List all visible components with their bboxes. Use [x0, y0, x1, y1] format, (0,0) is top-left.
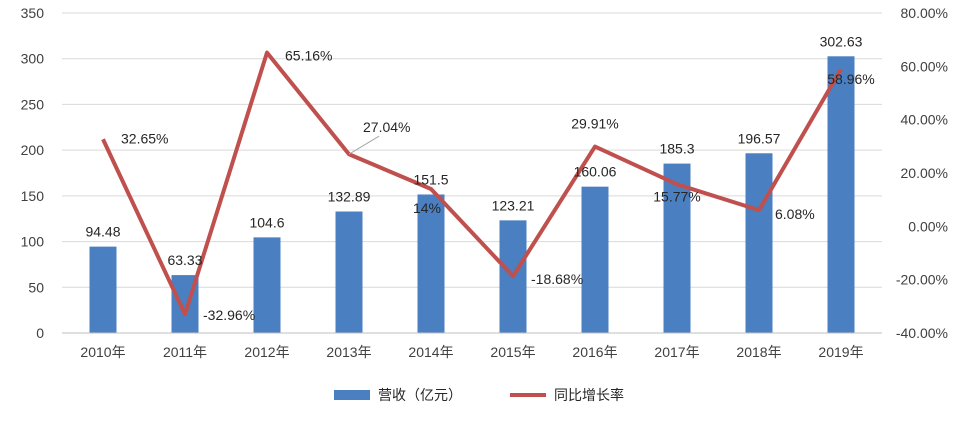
- legend-swatch-revenue: [334, 390, 370, 400]
- x-tick-label: 2018年: [736, 344, 781, 360]
- x-tick-label: 2012年: [244, 344, 289, 360]
- bar-revenue: [253, 237, 281, 333]
- bar-data-label: 104.6: [249, 214, 284, 230]
- bar-revenue: [581, 186, 609, 333]
- y-left-tick-label: 200: [21, 142, 45, 158]
- bar-data-label: 63.33: [167, 252, 202, 268]
- x-tick-label: 2014年: [408, 344, 453, 360]
- line-data-label: 14%: [413, 200, 441, 216]
- bar-data-label: 302.63: [820, 33, 863, 49]
- y-right-tick-label: 40.00%: [901, 112, 948, 128]
- x-tick-label: 2016年: [572, 344, 617, 360]
- bar-data-label: 94.48: [85, 224, 120, 240]
- legend-label-revenue: 营收（亿元）: [378, 387, 462, 403]
- bar-data-label: 151.5: [413, 171, 448, 187]
- growth-rate-line: [101, 50, 843, 317]
- x-tick-label: 2019年: [818, 344, 863, 360]
- y-left-tick-label: 300: [21, 51, 45, 67]
- line-data-label: 27.04%: [363, 119, 410, 135]
- line-data-label: -32.96%: [203, 307, 255, 323]
- line-data-label: 6.08%: [775, 206, 815, 222]
- bar-data-label: 160.06: [574, 164, 617, 180]
- y-right-tick-label: 80.00%: [901, 5, 948, 21]
- y-left-tick-label: 350: [21, 5, 45, 21]
- y-right-tick-label: 0.00%: [908, 218, 948, 234]
- bar-revenue: [417, 194, 445, 333]
- bar-revenue: [89, 246, 117, 333]
- x-tick-label: 2011年: [163, 344, 207, 360]
- x-tick-label: 2015年: [490, 344, 535, 360]
- bar-revenue: [827, 56, 855, 333]
- line-data-label: 15.77%: [653, 188, 700, 204]
- y-right-tick-label: -20.00%: [896, 272, 948, 288]
- y-right-tick-label: -40.00%: [896, 325, 948, 341]
- bar-revenue: [335, 211, 363, 333]
- line-data-label: 65.16%: [285, 48, 332, 64]
- line-data-label: 32.65%: [121, 130, 168, 146]
- bar-data-label: 132.89: [328, 189, 371, 205]
- y-left-tick-label: 0: [36, 325, 44, 341]
- y-left-tick-label: 250: [21, 96, 45, 112]
- bar-data-label: 185.3: [659, 141, 694, 157]
- line-data-label: 58.96%: [827, 71, 874, 87]
- bar-revenue: [663, 163, 691, 333]
- y-right-tick-label: 20.00%: [901, 165, 948, 181]
- legend-label-growth: 同比增长率: [554, 387, 624, 403]
- y-left-tick-label: 100: [21, 234, 45, 250]
- y-right-tick-label: 60.00%: [901, 58, 948, 74]
- x-tick-label: 2010年: [80, 344, 125, 360]
- x-tick-label: 2017年: [654, 344, 699, 360]
- x-tick-label: 2013年: [326, 344, 371, 360]
- label-leader-line: [348, 135, 380, 155]
- bar-revenue: [745, 153, 773, 333]
- bar-data-label: 196.57: [738, 130, 781, 146]
- line-data-label: -18.68%: [531, 271, 583, 287]
- y-left-tick-label: 50: [28, 279, 44, 295]
- y-left-tick-label: 150: [21, 188, 45, 204]
- bar-data-label: 123.21: [492, 197, 535, 213]
- line-data-label: 29.91%: [571, 116, 618, 132]
